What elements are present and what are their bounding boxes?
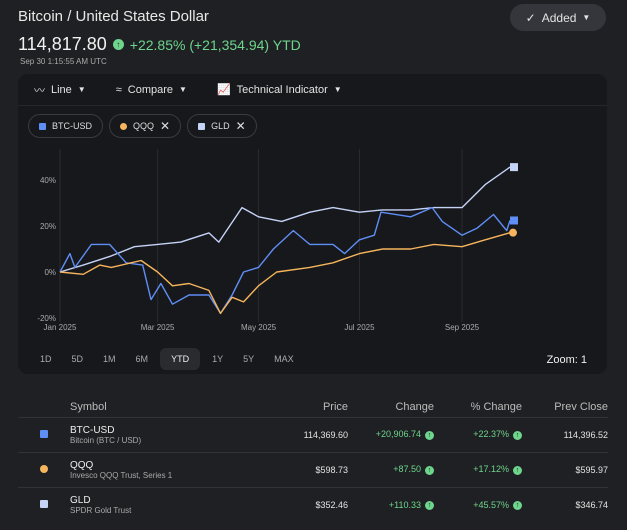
prev-close: $346.74 — [575, 499, 608, 510]
page-title: Bitcoin / United States Dollar — [18, 8, 209, 25]
end-marker-qqq — [509, 228, 517, 237]
price: 114,369.60 — [263, 417, 348, 453]
gld-swatch — [198, 122, 206, 130]
arrow-up-icon: ↑ — [425, 465, 434, 475]
symbol: QQQ — [70, 459, 94, 471]
range-1y[interactable]: 1Y — [212, 354, 224, 364]
col-symbol: Symbol — [70, 397, 264, 418]
range-1d[interactable]: 1D — [40, 354, 52, 364]
chip-label: BTC-USD — [52, 121, 92, 131]
range-5d[interactable]: 5D — [71, 354, 84, 364]
arrow-up-icon: ↑ — [425, 500, 434, 510]
price: $352.46 — [315, 499, 348, 510]
x-tick-label: May 2025 — [241, 323, 277, 332]
change: +20,906.74 — [375, 429, 421, 440]
chip-btc[interactable]: BTC-USD — [28, 114, 103, 138]
line-label: Line — [51, 83, 72, 96]
indicator-dropdown[interactable]: 📈 Technical Indicator ▼ — [216, 83, 342, 97]
price: $598.73 — [263, 452, 348, 488]
pct-change: +22.37% — [473, 429, 509, 440]
line-chart-icon: 〰 — [34, 84, 45, 97]
arrow-up-icon: ↑ — [513, 430, 522, 440]
end-marker-gld — [510, 163, 518, 172]
caret-down-icon: ▼ — [333, 85, 342, 94]
chip-label: QQQ — [133, 121, 155, 131]
range-max[interactable]: MAX — [274, 354, 294, 364]
change: +87.50 — [393, 464, 421, 475]
line-dropdown[interactable]: 〰 Line ▼ — [34, 82, 86, 98]
chip-label: GLD — [211, 121, 230, 131]
chart-toolbar: 〰 Line ▼ ≈ Compare ▼ 📈 Technical Indicator ▼ — [18, 74, 607, 106]
compare-label: Compare — [127, 83, 174, 96]
col-price: Price — [263, 397, 348, 418]
indicator-label: Technical Indicator — [236, 83, 328, 96]
arrow-up-icon: ↑ — [513, 500, 522, 510]
caret-down-icon: ▼ — [179, 85, 187, 94]
chart-panel: 〰 Line ▼ ≈ Compare ▼ 📈 Technical Indicator ▼ B… — [18, 74, 607, 374]
symbol-name: Bitcoin (BTC / USD) — [70, 435, 142, 445]
col-prev-close: Prev Close — [522, 397, 608, 418]
x-tick-label: Jul 2025 — [344, 323, 375, 332]
prev-close: 114,396.52 — [522, 417, 608, 453]
series-line-btc-usd — [59, 206, 511, 315]
y-tick-label: 40% — [40, 176, 56, 185]
ytd-change: +22.85% (+21,354.94) YTD — [129, 36, 301, 53]
btc-swatch — [40, 429, 48, 438]
x-tick-label: Mar 2025 — [141, 323, 175, 332]
y-tick-label: 20% — [40, 222, 56, 231]
range-5y[interactable]: 5Y — [243, 354, 255, 364]
range-ytd[interactable]: YTD — [160, 348, 201, 370]
x-tick-label: Sep 2025 — [445, 323, 480, 332]
arrow-up-icon: ↑ — [112, 39, 124, 50]
end-marker-btc-usd — [510, 216, 518, 225]
compare-dropdown[interactable]: ≈ Compare ▼ — [116, 84, 187, 96]
table-header: Symbol Price Change % Change Prev Close — [18, 397, 608, 418]
close-icon[interactable]: ✕ — [235, 119, 246, 133]
zoom-level: Zoom: 1 — [546, 354, 587, 366]
arrow-up-icon: ↑ — [513, 465, 522, 475]
range-selector: 1D 5D 1M 6M YTD 1Y 5Y MAX — [32, 348, 302, 370]
qqq-swatch — [40, 464, 48, 473]
comparison-chart[interactable]: Jan 2025 Mar 2025 May 2025 Jul 2025 Sep 2025… — [18, 74, 607, 344]
y-tick-label: -20% — [37, 314, 56, 323]
range-1m[interactable]: 1M — [103, 354, 116, 364]
col-pct-change: % Change — [434, 397, 522, 418]
current-price: 114,817.80 — [18, 34, 107, 54]
symbol-name: Invesco QQQ Trust, Series 1 — [70, 470, 173, 480]
prev-close: $595.97 — [522, 452, 608, 488]
comparison-table: Symbol Price Change % Change Prev Close … — [18, 397, 608, 522]
series-line-gld — [59, 166, 511, 273]
btc-swatch — [39, 122, 46, 130]
timestamp: Sep 30 1:15:55 AM UTC — [20, 57, 107, 66]
chip-qqq[interactable]: QQQ ✕ — [109, 114, 182, 138]
pct-change: +45.57% — [473, 499, 509, 510]
range-6m[interactable]: 6M — [135, 354, 149, 364]
added-button[interactable]: ✓ Added ▼ — [510, 4, 606, 31]
gld-swatch — [40, 499, 48, 508]
check-icon: ✓ — [525, 10, 536, 25]
indicator-icon: 📈 — [216, 84, 231, 96]
added-label: Added — [541, 10, 577, 25]
caret-down-icon: ▼ — [582, 13, 591, 22]
chip-gld[interactable]: GLD ✕ — [187, 114, 257, 138]
x-tick-label: Jan 2025 — [44, 323, 77, 332]
symbol: BTC-USD — [70, 424, 115, 436]
caret-down-icon: ▼ — [77, 85, 86, 94]
table-row[interactable]: BTC-USD Bitcoin (BTC / USD) 114,369.60 +2… — [18, 417, 608, 453]
close-icon[interactable]: ✕ — [160, 119, 171, 133]
col-change: Change — [348, 397, 434, 418]
pct-change: +17.12% — [473, 464, 509, 475]
table-row[interactable]: QQQ Invesco QQQ Trust, Series 1 $598.73 +… — [18, 452, 608, 488]
symbol: GLD — [70, 494, 91, 506]
table-row[interactable]: GLD SPDR Gold Trust $352.46 +110.33 ↑ +45.… — [18, 487, 608, 522]
y-tick-label: 0% — [44, 268, 56, 277]
series-line-qqq — [59, 232, 511, 315]
compare-icon: ≈ — [115, 83, 122, 96]
qqq-swatch — [120, 122, 127, 130]
change: +110.33 — [388, 499, 421, 510]
arrow-up-icon: ↑ — [425, 430, 434, 440]
symbol-name: SPDR Gold Trust — [70, 505, 132, 515]
